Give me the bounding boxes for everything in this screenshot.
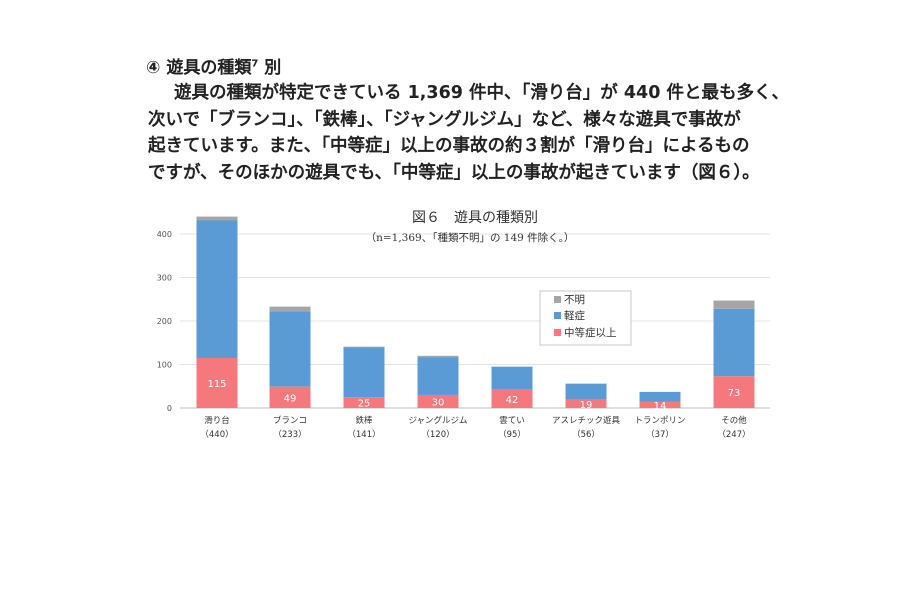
bar-segment bbox=[269, 306, 311, 312]
category-total-label: （120） bbox=[421, 429, 454, 440]
paragraph-line: 次いで「ブランコ」、「鉄棒」、「ジャングルジム」など、様々な遊具で事故が bbox=[148, 109, 741, 130]
bar-segment bbox=[713, 308, 755, 377]
paragraph-line: 遊具の種類が特定できている 1,369 件中、「滑り台」が 440 件と最も多く… bbox=[174, 83, 790, 103]
category-label: アスレチック遊具 bbox=[552, 415, 621, 426]
category-total-label: （247） bbox=[717, 429, 750, 440]
y-tick-label: 0 bbox=[167, 404, 172, 413]
body-paragraph: 遊具の種類が特定できている 1,369 件中、「滑り台」が 440 件と最も多く… bbox=[148, 80, 790, 186]
category-total-label: （440） bbox=[200, 429, 233, 440]
bar-segment bbox=[491, 366, 533, 390]
chart-subtitle: （n=1,369、「種類不明」の 149 件除く。） bbox=[366, 231, 575, 244]
bar-segment bbox=[196, 220, 238, 358]
legend-swatch-unknown bbox=[554, 296, 561, 303]
bar-segment bbox=[196, 357, 238, 408]
bar-segment bbox=[196, 216, 238, 221]
category-total-label: （37） bbox=[646, 429, 674, 440]
bar-segment bbox=[417, 394, 459, 408]
category-label: 滑り台 bbox=[204, 415, 230, 426]
y-tick-label: 300 bbox=[157, 274, 172, 283]
data-label: 25 bbox=[358, 399, 371, 410]
paragraph-line: ですが、そのほかの遊具でも、「中等症」以上の事故が起きています（図６）。 bbox=[148, 162, 760, 183]
data-label: 19 bbox=[580, 400, 593, 411]
category-total-label: （233） bbox=[273, 429, 306, 440]
bar-segment bbox=[269, 311, 311, 387]
category-label: ジャングルジム bbox=[408, 415, 467, 426]
bar-segment bbox=[713, 300, 755, 309]
y-tick-label: 400 bbox=[157, 230, 172, 239]
data-label: 14 bbox=[654, 401, 667, 412]
category-label: 鉄棒 bbox=[355, 415, 373, 426]
data-label: 30 bbox=[432, 397, 445, 408]
legend-label: 軽症 bbox=[564, 309, 585, 322]
bar-segment bbox=[417, 355, 459, 358]
bar-segment bbox=[491, 389, 533, 408]
bar-segment bbox=[713, 376, 755, 408]
category-label: その他 bbox=[721, 415, 747, 426]
paragraph-line: 起きています。また、「中等症」以上の事故の約３割が「滑り台」によるもの bbox=[148, 136, 750, 156]
y-tick-label: 200 bbox=[157, 317, 172, 326]
bar-segment bbox=[269, 386, 311, 408]
data-label: 49 bbox=[284, 393, 297, 404]
data-label: 115 bbox=[207, 379, 226, 390]
heading-marker: ④ bbox=[146, 58, 161, 78]
section-heading: ④ 遊具の種類7 別 bbox=[146, 53, 281, 78]
bar-segment bbox=[343, 397, 385, 408]
bar-segment bbox=[417, 357, 459, 395]
bar-segment bbox=[343, 346, 385, 348]
bar-segment bbox=[343, 347, 385, 398]
legend-label: 不明 bbox=[564, 294, 585, 306]
category-label: ブランコ bbox=[273, 415, 307, 426]
legend-swatch-mild bbox=[554, 312, 561, 319]
category-label: トランポリン bbox=[634, 416, 685, 426]
bar-segment bbox=[565, 383, 607, 400]
category-total-label: （56） bbox=[572, 429, 600, 440]
heading-footnote-marker: 7 bbox=[251, 58, 259, 70]
heading-tail: 別 bbox=[264, 58, 282, 78]
category-total-label: （141） bbox=[347, 429, 380, 440]
category-total-label: （95） bbox=[498, 429, 526, 440]
category-label: 雲てい bbox=[499, 416, 525, 426]
chart-title: 図６ 遊具の種類別 bbox=[412, 210, 538, 226]
heading-text: 遊具の種類 bbox=[166, 58, 252, 78]
chart-legend: 不明 軽症 中等症以上 bbox=[539, 290, 632, 346]
bar-segment bbox=[639, 391, 681, 402]
y-tick-label: 100 bbox=[157, 361, 172, 370]
bar-segment bbox=[639, 401, 681, 408]
bar-segment bbox=[565, 399, 607, 408]
legend-label: 中等症以上 bbox=[564, 326, 617, 339]
legend-swatch-moderate bbox=[554, 329, 561, 336]
data-label: 73 bbox=[728, 388, 741, 399]
data-label: 42 bbox=[506, 395, 519, 406]
